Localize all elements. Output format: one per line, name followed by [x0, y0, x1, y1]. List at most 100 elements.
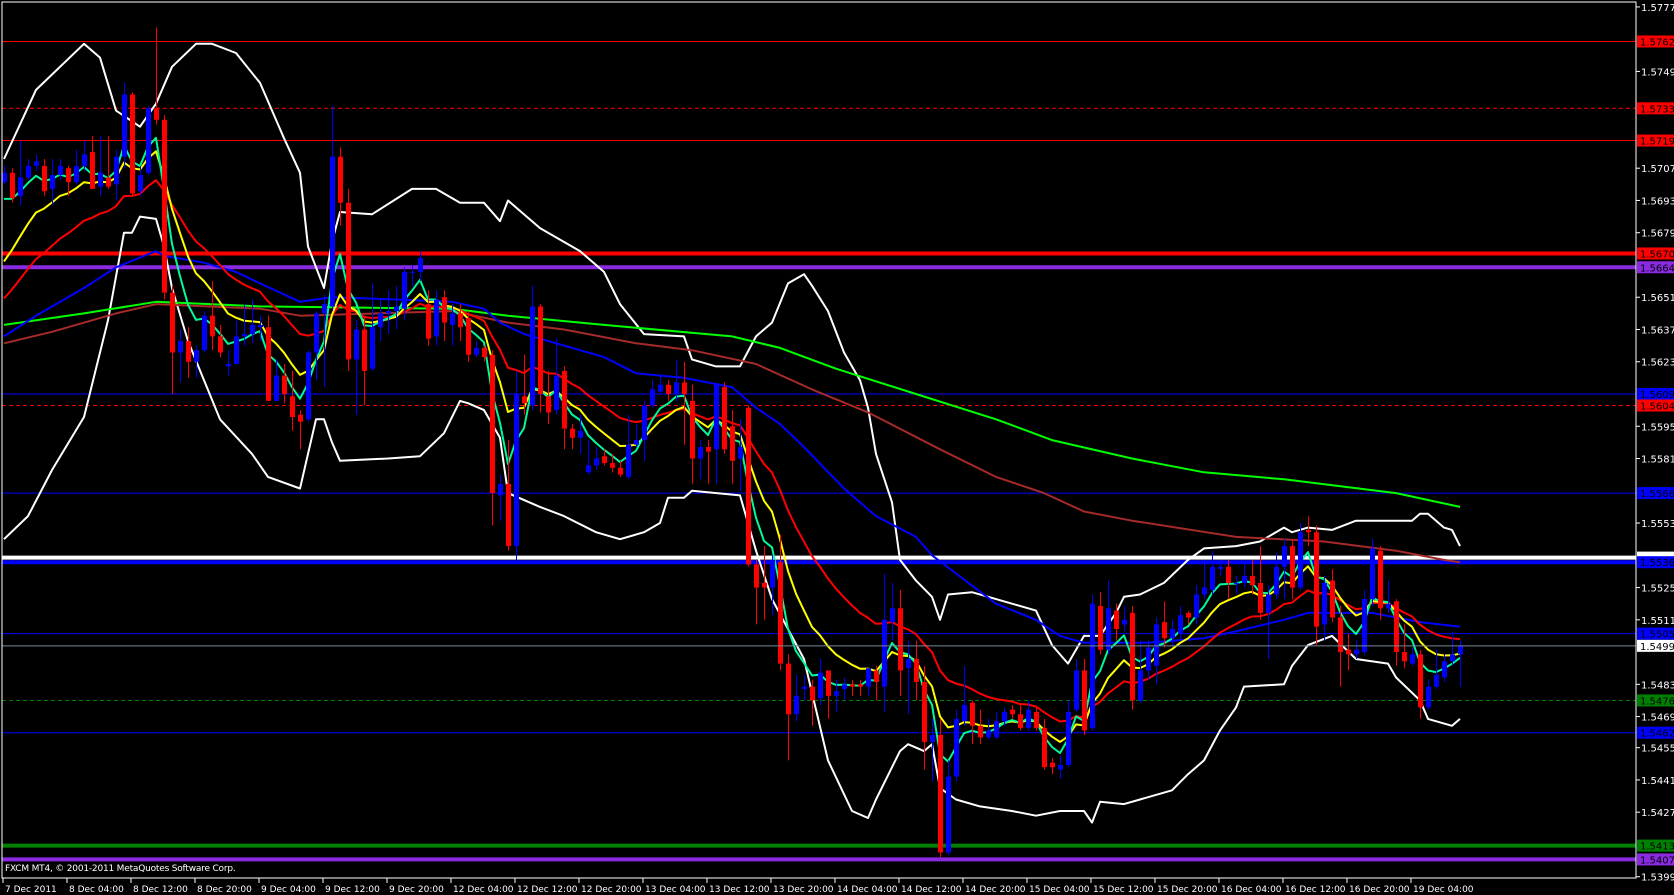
candle-body — [530, 306, 535, 406]
candle-body — [826, 670, 831, 696]
candle — [666, 380, 671, 401]
candle — [114, 149, 119, 201]
candle — [58, 158, 63, 180]
candle-body — [946, 776, 951, 853]
candle — [258, 315, 263, 342]
bollinger-lower-band — [3, 215, 1461, 824]
candle — [506, 440, 511, 551]
candle — [658, 375, 663, 395]
candle-body — [226, 364, 231, 367]
candle — [786, 654, 791, 761]
candle-body — [1410, 654, 1415, 664]
candle — [762, 546, 767, 620]
candle-body — [330, 156, 335, 307]
candle-body — [962, 705, 967, 722]
candle-body — [362, 329, 367, 371]
level-price-label-box — [1637, 694, 1674, 707]
candle-body — [1450, 654, 1455, 662]
candle — [650, 380, 655, 408]
candle — [130, 92, 135, 196]
candle-body — [1434, 675, 1439, 687]
time-tick-label: 13 Dec 20:00 — [773, 885, 834, 895]
candle — [1186, 610, 1191, 625]
candle — [1082, 658, 1087, 736]
bollinger-upper-band — [3, 42, 1461, 665]
candle — [1034, 707, 1039, 731]
candle-body — [194, 350, 199, 362]
level-price-label: 1.55660 — [1640, 489, 1674, 500]
price-tick-label: 1.53995 — [1641, 873, 1674, 884]
candle-body — [986, 730, 991, 738]
candle-body — [690, 400, 695, 459]
candle — [1138, 640, 1143, 703]
candle-body — [154, 108, 159, 120]
candle-body — [778, 562, 783, 664]
plot-frame — [1, 1, 1637, 879]
candle-body — [1274, 566, 1279, 595]
level-price-label-box — [1637, 853, 1674, 866]
candle — [1226, 559, 1231, 600]
price-tick-label: 1.55810 — [1641, 455, 1674, 466]
candle-body — [818, 672, 823, 699]
candle-body — [1234, 582, 1239, 584]
candle-body — [410, 271, 415, 273]
time-tick-label: 8 Dec 12:00 — [133, 885, 188, 895]
price-tick-label: 1.55250 — [1641, 584, 1674, 595]
candle-body — [1314, 532, 1319, 627]
candle-body — [1122, 619, 1127, 625]
candle-body — [954, 718, 959, 777]
candle-body — [866, 668, 871, 687]
candle — [850, 679, 855, 696]
candle-body — [1354, 649, 1359, 655]
candle-body — [42, 165, 47, 192]
candle-body — [1250, 576, 1255, 586]
candle — [242, 304, 247, 346]
candle — [946, 760, 951, 855]
level-price-label-box — [1637, 399, 1674, 412]
candle-body — [370, 327, 375, 369]
price-tick-label: 1.55110 — [1641, 616, 1674, 627]
candle — [210, 281, 215, 351]
price-tick-label: 1.54415 — [1641, 776, 1674, 787]
candle-body — [306, 352, 311, 420]
candle — [1346, 633, 1351, 671]
level-price-label-box — [1637, 247, 1674, 260]
candle-body — [898, 608, 903, 671]
candle-body — [106, 177, 111, 187]
candle-body — [538, 306, 543, 395]
candle-body — [258, 324, 263, 328]
price-tick-label: 1.55950 — [1641, 422, 1674, 433]
candle — [474, 341, 479, 358]
candle-body — [178, 341, 183, 353]
candle-body — [1194, 594, 1199, 618]
price-axis[interactable]: 1.57770 1.57490 1.57070 1.56930 1.56790 1.565… — [1636, 3, 1674, 884]
candle — [962, 665, 967, 726]
candle — [162, 115, 167, 300]
candle — [778, 534, 783, 671]
time-axis[interactable]: 7 Dec 2011 8 Dec 04:00 8 Dec 12:00 8 Dec 20… — [2, 878, 1474, 895]
candle — [754, 559, 759, 625]
candle-body — [1394, 601, 1399, 653]
candle — [1354, 640, 1359, 659]
candle-body — [1418, 654, 1423, 708]
time-tick-label: 16 Dec 20:00 — [1349, 885, 1410, 895]
candle-body — [626, 444, 631, 477]
candle-body — [730, 426, 735, 461]
candle — [1218, 559, 1223, 577]
level-price-label-box — [1637, 134, 1674, 147]
candle-body — [354, 329, 359, 360]
candle-body — [682, 382, 687, 395]
candle — [882, 573, 887, 712]
candle-body — [1098, 605, 1103, 650]
candle — [1250, 559, 1255, 595]
candle — [682, 361, 687, 445]
candle — [642, 400, 647, 461]
candle-body — [18, 177, 23, 196]
candle — [674, 359, 679, 401]
level-price-label-box — [1637, 35, 1674, 48]
candle — [314, 311, 319, 381]
candle — [842, 677, 847, 701]
candle — [1026, 700, 1031, 731]
candle-body — [298, 414, 303, 422]
